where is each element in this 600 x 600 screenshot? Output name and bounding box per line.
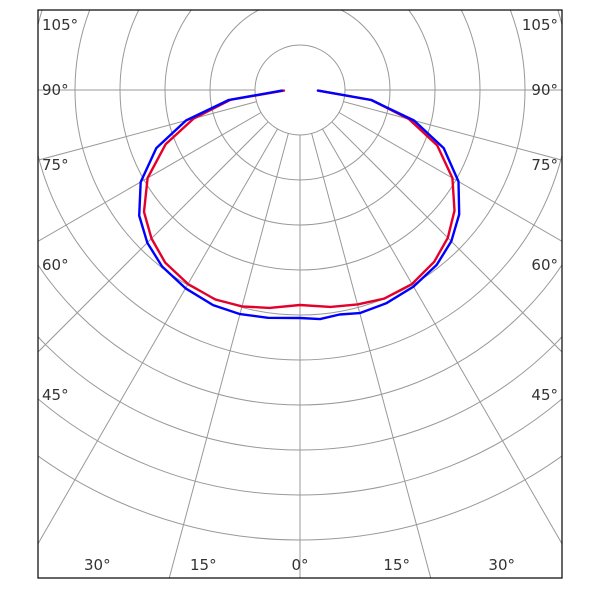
angle-label: 75° <box>531 156 558 174</box>
angle-label: 60° <box>531 256 558 274</box>
angle-label: 75° <box>42 156 69 174</box>
angle-label: 105° <box>42 16 78 34</box>
angle-label: 45° <box>531 386 558 404</box>
angle-label: 105° <box>522 16 558 34</box>
angle-label: 90° <box>531 81 558 99</box>
angle-label: 30° <box>488 556 515 574</box>
angle-label: 45° <box>42 386 69 404</box>
angle-label: 0° <box>291 556 308 574</box>
angle-label: 60° <box>42 256 69 274</box>
angle-label: 15° <box>383 556 410 574</box>
angle-label: 90° <box>42 81 69 99</box>
angle-label: 30° <box>84 556 111 574</box>
polar-distribution-chart: 105° 90° 75° 60° 45° 30° 15° 105° 90° 75° 60° 45° 30… <box>0 0 600 600</box>
angle-label: 15° <box>190 556 217 574</box>
